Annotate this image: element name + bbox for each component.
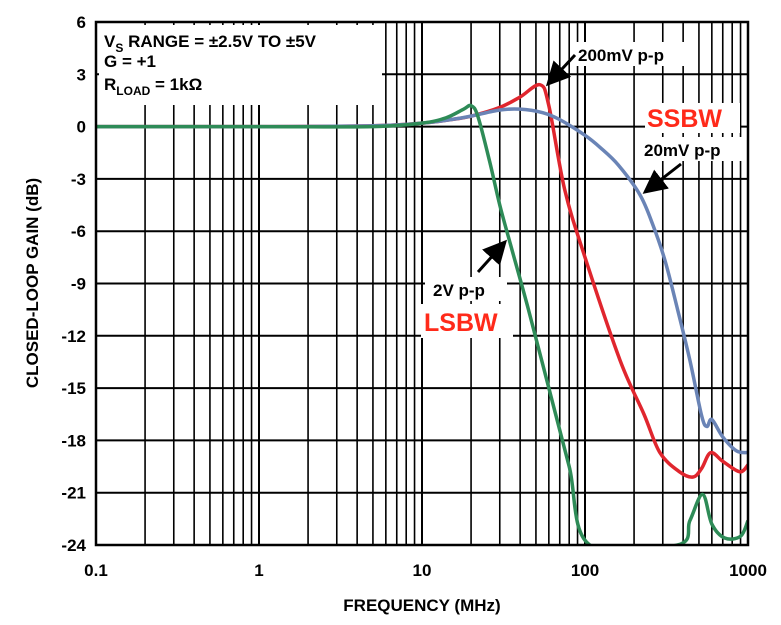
y-tick-label: 3 [77,65,86,84]
annotation-lsbw: LSBW [424,309,498,337]
y-tick-label: -9 [71,275,86,294]
condition-gain: G = +1 [104,52,156,71]
conditions-box [99,25,382,105]
y-tick-label: 6 [77,13,86,32]
annotation-20mv: 20mV p-p [644,141,721,160]
arrow-200mv [545,53,577,87]
x-axis-label: FREQUENCY (MHz) [343,596,500,615]
series-group [96,82,748,545]
x-tick-label: 1000 [729,561,767,580]
y-axis-label: CLOSED-LOOP GAIN (dB) [23,178,42,388]
x-tick-label: 100 [571,561,599,580]
y-tick-label: -3 [71,170,86,189]
annotation-2v: 2V p-p [433,281,485,300]
x-tick-label: 0.1 [84,561,108,580]
y-tick-label: -21 [61,484,86,503]
y-tick-label: -15 [61,379,86,398]
condition-rload: RLOAD = 1kΩ [104,75,202,98]
condition-vs: VS RANGE = ±2.5V TO ±5V [104,32,317,55]
arrow-20mv [642,162,682,194]
annotation-ssbw: SSBW [647,105,722,133]
series-line-2 [96,103,748,545]
x-tick-label: 10 [413,561,432,580]
arrow-2v [476,239,508,274]
y-tick-label: -6 [71,222,86,241]
y-tick-label: -24 [61,536,86,555]
y-tick-label: -18 [61,431,86,450]
plot-frame [94,20,750,547]
annotation-200mv: 200mV p-p [578,46,664,65]
y-tick-label: -12 [61,327,86,346]
x-tick-label: 1 [254,561,263,580]
y-tick-label: 0 [77,118,86,137]
